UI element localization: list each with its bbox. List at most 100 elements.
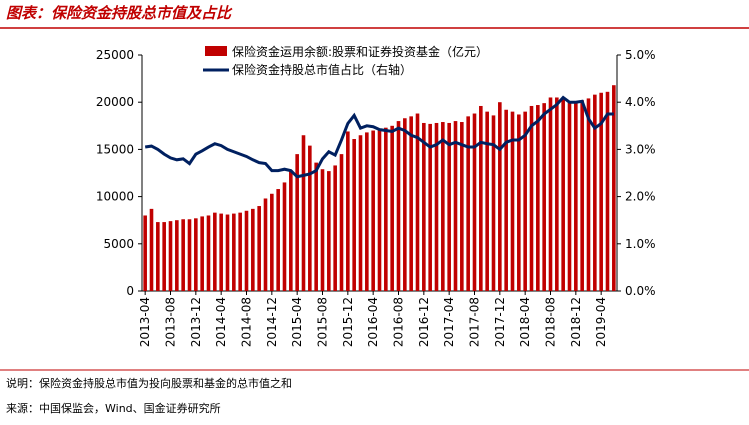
bar [567, 102, 572, 291]
bar [200, 216, 204, 291]
bar [320, 169, 325, 291]
bar [213, 212, 217, 291]
bar [377, 128, 382, 291]
source: 来源：中国保监会，Wind、国金证券研究所 [6, 401, 221, 415]
x-tick-label: 2019-04 [594, 297, 608, 347]
bar [301, 135, 306, 291]
y2-tick-label: 5.0% [625, 48, 656, 62]
y2-tick-label: 2.0% [625, 190, 656, 204]
bar [308, 145, 312, 291]
x-tick-label: 2018-04 [518, 297, 532, 347]
y-tick-label: 15000 [96, 142, 134, 156]
bar [225, 214, 230, 291]
bar [333, 165, 337, 291]
bar [504, 109, 508, 291]
bar [219, 213, 223, 291]
bar [428, 123, 432, 291]
bar [434, 122, 439, 291]
x-tick-label: 2015-08 [316, 297, 330, 347]
bar [580, 100, 584, 291]
bar [542, 103, 546, 291]
bar [251, 208, 255, 291]
bar [510, 111, 515, 291]
x-tick-label: 2014-04 [214, 297, 228, 347]
x-tick-label: 2017-04 [442, 297, 456, 347]
legend-swatch [205, 46, 227, 56]
bar [358, 135, 363, 291]
x-tick-label: 2017-12 [493, 297, 507, 347]
bar [517, 114, 521, 291]
bar [472, 113, 477, 291]
bar [365, 132, 369, 291]
x-tick-label: 2014-08 [240, 297, 254, 347]
bar [574, 102, 578, 291]
bar [485, 111, 489, 291]
bar [460, 122, 464, 291]
legend-label: 保险资金运用余额:股票和证券投资基金（亿元） [232, 44, 488, 59]
x-tick-label: 2018-12 [569, 297, 583, 347]
bar [327, 171, 331, 291]
bar [390, 125, 394, 291]
x-tick-label: 2017-08 [468, 297, 482, 347]
bar [194, 218, 198, 291]
bar [149, 208, 154, 291]
bar [593, 94, 597, 291]
x-tick-label: 2013-04 [138, 297, 152, 347]
bar [612, 85, 616, 291]
bar [491, 115, 496, 291]
legend-label: 保险资金持股总市值占比（右轴） [232, 62, 412, 77]
bar [441, 122, 445, 291]
bar [339, 154, 344, 291]
bar [162, 222, 166, 291]
bar [599, 92, 603, 291]
chart-title: 图表：保险资金持股总市值及占比 [6, 4, 233, 22]
bar [289, 170, 293, 291]
x-tick-label: 2015-12 [341, 297, 355, 347]
note: 说明：保险资金持股总市值为投向股票和基金的总市值之和 [6, 376, 292, 390]
x-tick-label: 2015-04 [290, 297, 304, 347]
bar [536, 105, 540, 291]
bar [232, 213, 236, 291]
bar [529, 105, 534, 291]
bar [523, 111, 527, 291]
bar [447, 122, 451, 291]
bar [409, 116, 413, 291]
y2-tick-label: 3.0% [625, 142, 656, 156]
bar [605, 91, 610, 291]
bar [295, 154, 299, 291]
bar [257, 206, 261, 291]
bar [453, 121, 458, 291]
bar [244, 210, 249, 291]
bar [422, 122, 426, 291]
x-tick-label: 2016-08 [392, 297, 406, 347]
bar [168, 221, 173, 291]
y-tick-label: 25000 [96, 48, 134, 62]
bar [181, 219, 185, 291]
y-tick-label: 0 [126, 284, 134, 298]
bar [384, 127, 388, 291]
bar [238, 212, 242, 291]
bar [466, 116, 470, 291]
x-tick-label: 2013-08 [164, 297, 178, 347]
bar [175, 220, 179, 291]
bar [396, 121, 401, 291]
y2-tick-label: 4.0% [625, 95, 656, 109]
bar [371, 130, 375, 291]
y-tick-label: 20000 [96, 95, 134, 109]
y2-tick-label: 1.0% [625, 237, 656, 251]
bar [352, 139, 356, 291]
bar [143, 215, 147, 291]
bar [187, 219, 192, 291]
bar [498, 102, 502, 291]
bar [479, 105, 483, 291]
y-tick-label: 10000 [96, 190, 134, 204]
y2-tick-label: 0.0% [625, 284, 656, 298]
bar [314, 162, 318, 291]
x-tick-label: 2014-12 [265, 297, 279, 347]
x-tick-label: 2018-08 [544, 297, 558, 347]
y-tick-label: 5000 [103, 237, 134, 251]
x-tick-label: 2016-04 [366, 297, 380, 347]
bar [555, 97, 559, 291]
bar [270, 193, 274, 291]
